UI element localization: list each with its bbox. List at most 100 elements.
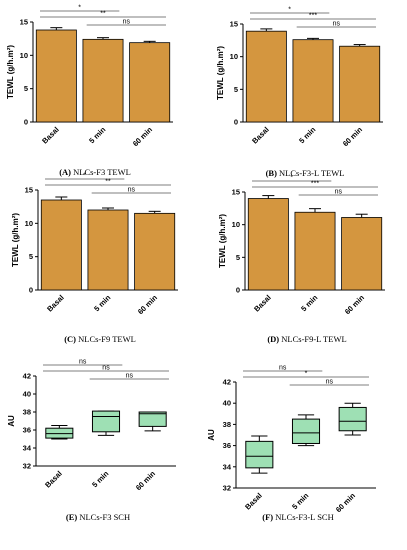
caption-text: NLCs-F3-L SCH: [273, 512, 334, 522]
x-tick-label: Basal: [40, 125, 61, 146]
x-tick-label: 60 min: [134, 469, 157, 492]
y-tick-label: 5: [24, 84, 28, 93]
significance-label: ns: [326, 379, 334, 386]
significance-label: **: [105, 179, 111, 186]
x-tick-label: 5 min: [290, 491, 311, 512]
bar: [245, 30, 287, 123]
panel-caption: (E) NLCs-F3 SCH: [66, 512, 130, 522]
x-tick-label: 5 min: [92, 293, 113, 314]
y-tick-label: 36: [23, 426, 31, 435]
x-tick-label: 60 min: [136, 293, 159, 316]
bar: [40, 199, 82, 291]
significance-label: ns: [123, 19, 131, 26]
y-axis-label: AU: [7, 415, 16, 427]
caption-letter: (F): [262, 512, 273, 522]
y-tick-label: 15: [25, 186, 33, 195]
y-tick-label: 10: [230, 52, 238, 61]
caption-letter: (C): [64, 334, 76, 344]
bar: [292, 39, 334, 123]
bar: [35, 29, 77, 123]
y-tick-label: 10: [20, 51, 28, 60]
x-tick-label: 60 min: [131, 125, 154, 148]
caption-text: NLCs-F3-L TEWL: [277, 168, 345, 178]
y-tick-label: 38: [223, 420, 231, 429]
significance-label: ns: [126, 373, 134, 380]
y-tick-label: 15: [20, 18, 28, 27]
y-tick-label: 32: [23, 462, 31, 471]
x-tick-label: 60 min: [334, 491, 357, 514]
y-tick-label: 10: [232, 220, 240, 229]
significance-label: *: [288, 7, 291, 14]
box: [245, 440, 274, 469]
x-tick-label: 60 min: [341, 125, 364, 148]
bar: [339, 45, 381, 123]
box: [91, 410, 121, 433]
panel-caption: (C) NLCs-F9 TEWL: [64, 334, 136, 344]
y-tick-label: 15: [230, 20, 238, 29]
y-axis-label: TEWL (g/h.m²): [11, 213, 20, 267]
bar: [341, 217, 383, 291]
bar: [134, 212, 176, 291]
y-tick-label: 42: [23, 372, 31, 381]
y-tick-label: 5: [29, 252, 33, 261]
caption-text: NLCs-F9-L TEWL: [279, 334, 347, 344]
significance-label: *: [78, 5, 81, 12]
y-tick-label: 0: [24, 118, 28, 127]
y-tick-label: 0: [234, 118, 238, 127]
significance-label: *: [305, 371, 308, 378]
bar: [294, 211, 336, 291]
box: [338, 406, 367, 432]
x-tick-label: Basal: [243, 491, 264, 512]
bar: [129, 42, 171, 123]
caption-text: NLCs-F3 SCH: [77, 512, 130, 522]
panel-f: 32 34 36 38 40 42 AU Basal 5 min 60 min ns * ns (F) N…: [207, 365, 376, 522]
y-tick-label: 34: [23, 444, 32, 453]
caption-letter: (B): [266, 168, 278, 178]
y-tick-label: 34: [223, 462, 232, 471]
caption-letter: (A): [59, 167, 71, 177]
x-tick-label: Basal: [45, 293, 66, 314]
y-tick-label: 0: [236, 286, 240, 295]
box: [138, 411, 167, 427]
caption-text: NLCs-F3 TEWL: [71, 167, 131, 177]
x-tick-label: Basal: [252, 293, 273, 314]
significance-label: ***: [309, 13, 317, 20]
x-tick-label: Basal: [43, 469, 64, 490]
x-tick-label: 5 min: [297, 125, 318, 146]
y-tick-label: 38: [23, 408, 31, 417]
bar: [87, 209, 129, 291]
y-axis-label: AU: [207, 429, 216, 441]
y-tick-label: 10: [25, 219, 33, 228]
bar: [82, 38, 124, 123]
y-axis-label: TEWL (g/h.m²): [6, 45, 15, 99]
x-tick-label: 5 min: [299, 293, 320, 314]
significance-label: **: [100, 11, 106, 18]
bar: [247, 198, 289, 291]
significance-label: *: [83, 173, 86, 180]
y-tick-label: 15: [232, 188, 240, 197]
y-tick-label: 40: [23, 390, 31, 399]
x-tick-label: 60 min: [343, 293, 366, 316]
caption-letter: (D): [267, 334, 279, 344]
significance-label: *: [290, 175, 293, 182]
significance-label: ns: [335, 189, 343, 196]
y-tick-label: 40: [223, 399, 231, 408]
significance-label: ns: [128, 187, 136, 194]
y-axis-label: TEWL (g/h.m²): [216, 46, 225, 100]
x-tick-label: Basal: [250, 125, 271, 146]
panel-caption: (A) NLCs-F3 TEWL: [59, 167, 131, 177]
x-tick-label: 5 min: [90, 469, 111, 490]
panel-e: 32 34 36 38 40 42 AU Basal 5 min 60 min ns ns ns (E) …: [7, 359, 176, 522]
y-tick-label: 5: [234, 85, 238, 94]
panel-caption: (F) NLCs-F3-L SCH: [262, 512, 333, 522]
y-tick-label: 32: [223, 484, 231, 493]
y-tick-label: 42: [223, 378, 231, 387]
y-axis-label: TEWL (g/h.m²): [218, 214, 227, 268]
significance-label: ***: [311, 181, 319, 188]
significance-label: ns: [333, 21, 341, 28]
